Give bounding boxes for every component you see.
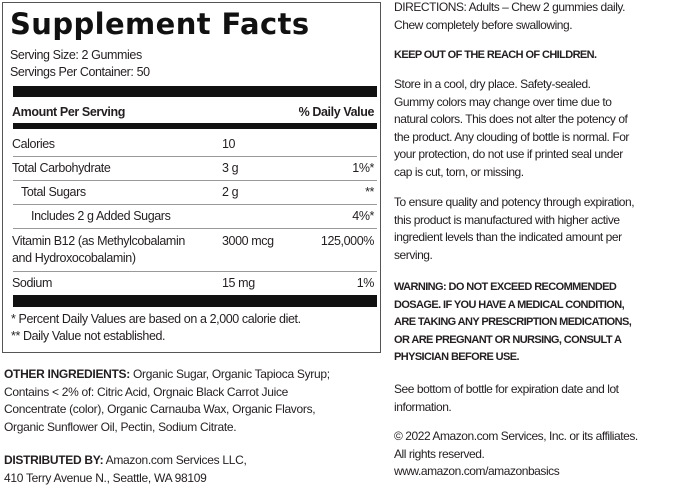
right-paragraph: DIRECTIONS: Adults – Chew 2 gummies dail… (394, 0, 676, 34)
paragraph-line: ingredient levels than the indicated amo… (394, 230, 622, 245)
row-dv: ** (365, 185, 374, 199)
row-dv: 125,000% (320, 234, 375, 248)
row-amount: 15 mg (222, 276, 255, 290)
distributed-label: DISTRIBUTED BY: (4, 453, 104, 467)
serving-size: Serving Size: 2 Gummies (10, 48, 142, 62)
paragraph-line: Chew completely before swallowing. (394, 17, 573, 32)
divider-thick (13, 86, 377, 97)
paragraph-line: DIRECTIONS: Adults – Chew 2 gummies dail… (394, 0, 625, 14)
right-paragraph: KEEP OUT OF THE REACH OF CHILDREN. (394, 47, 676, 65)
paragraph-line: serving. (394, 247, 433, 262)
row-dv: 1% (356, 276, 375, 290)
row-divider (13, 228, 377, 229)
row-name: Total Sugars (21, 185, 86, 199)
divider-medium (13, 123, 377, 129)
row-dv: 4%* (352, 209, 374, 223)
right-paragraph: Store in a cool, dry place. Safety-seale… (394, 76, 676, 182)
ingredients-line: OTHER INGREDIENTS: Organic Sugar, Organi… (4, 366, 374, 384)
paragraph-line: © 2022 Amazon.com Services, Inc. or its … (394, 429, 638, 443)
paragraph-line: information. (394, 399, 452, 414)
paragraph-line: DOSAGE. IF YOU HAVE A MEDICAL CONDITION, (394, 298, 625, 311)
servings-per-container: Servings Per Container: 50 (10, 65, 150, 79)
distributed-text: Amazon.com Services LLC, (103, 453, 247, 467)
header-daily-value: % Daily Value (298, 105, 375, 119)
paragraph-line: To ensure quality and potency through ex… (394, 195, 635, 209)
paragraph-line: See bottom of bottle for expiration date… (394, 382, 619, 396)
paragraph-line: WARNING: DO NOT EXCEED RECOMMENDED (394, 281, 617, 293)
ingredients-line: Organic Sunflower Oil, Pectin, Sodium Ci… (4, 419, 237, 434)
paragraph-line[interactable]: www.amazon.com/amazonbasics (394, 464, 560, 479)
right-paragraph: WARNING: DO NOT EXCEED RECOMMENDED DOSAGE… (394, 279, 676, 367)
ingredients-line: Contains < 2% of: Citric Acid, Orgnaic B… (4, 384, 289, 399)
paragraph-line: Gummy colors may change over time due to (394, 94, 612, 109)
row-name-continued: and Hydroxocobalamin) (12, 251, 136, 265)
row-name: Total Carbohydrate (12, 161, 111, 175)
facts-title: Supplement Facts (10, 7, 310, 41)
distributed-line: DISTRIBUTED BY: Amazon.com Services LLC, (4, 452, 374, 470)
divider-thick (13, 295, 377, 307)
row-divider (13, 271, 377, 272)
row-amount: 3000 mcg (222, 234, 274, 248)
right-paragraph: See bottom of bottle for expiration date… (394, 381, 676, 416)
footnote: ** Daily Value not established. (11, 329, 166, 343)
header-amount: Amount Per Serving (12, 105, 125, 119)
paragraph-line: ARE TAKING ANY PRESCRIPTION MEDICATIONS, (394, 316, 632, 329)
row-dv: 1%* (352, 161, 374, 175)
paragraph-line: Store in a cool, dry place. Safety-seale… (394, 77, 591, 91)
distributed-line: 410 Terry Avenue N., Seattle, WA 98109 (4, 470, 207, 485)
row-divider (13, 180, 377, 181)
row-name: Vitamin B12 (as Methylcobalamin (12, 234, 185, 248)
ingredients-line: Concentrate (color), Organic Carnauba Wa… (4, 402, 316, 417)
right-paragraph: To ensure quality and potency through ex… (394, 194, 676, 264)
supplement-facts-panel: Supplement Facts Serving Size: 2 Gummies… (2, 2, 381, 353)
ingredients-text: Organic Sugar, Organic Tapioca Syrup; (129, 367, 330, 381)
footnote: * Percent Daily Values are based on a 2,… (11, 312, 301, 326)
paragraph-line: OR ARE PREGNANT OR NURSING, CONSULT A (394, 333, 622, 346)
row-divider (13, 156, 377, 157)
paragraph-line: natural colors. This does not alter the … (394, 112, 628, 127)
paragraph-line: All rights reserved. (394, 446, 485, 461)
row-amount: 3 g (222, 161, 239, 175)
paragraph-line: this product is manufactured with higher… (394, 212, 620, 227)
row-name: Includes 2 g Added Sugars (31, 209, 171, 223)
paragraph-line: KEEP OUT OF THE REACH OF CHILDREN. (394, 49, 597, 61)
row-name: Calories (12, 137, 55, 151)
row-name: Sodium (12, 276, 52, 290)
paragraph-line: the product. Any clouding of bottle is n… (394, 129, 629, 144)
right-paragraph: © 2022 Amazon.com Services, Inc. or its … (394, 428, 676, 481)
other-ingredients: OTHER INGREDIENTS: Organic Sugar, Organi… (4, 366, 374, 436)
paragraph-line: cap is cut, torn, or missing. (394, 164, 524, 179)
paragraph-line: your protection, do not use if printed s… (394, 147, 623, 162)
row-divider (13, 204, 377, 205)
row-amount: 10 (222, 137, 236, 151)
ingredients-label: OTHER INGREDIENTS: (4, 367, 130, 381)
distributed-by: DISTRIBUTED BY: Amazon.com Services LLC,… (4, 452, 374, 487)
row-amount: 2 g (222, 185, 239, 199)
paragraph-line: PHYSICIAN BEFORE USE. (394, 351, 520, 364)
